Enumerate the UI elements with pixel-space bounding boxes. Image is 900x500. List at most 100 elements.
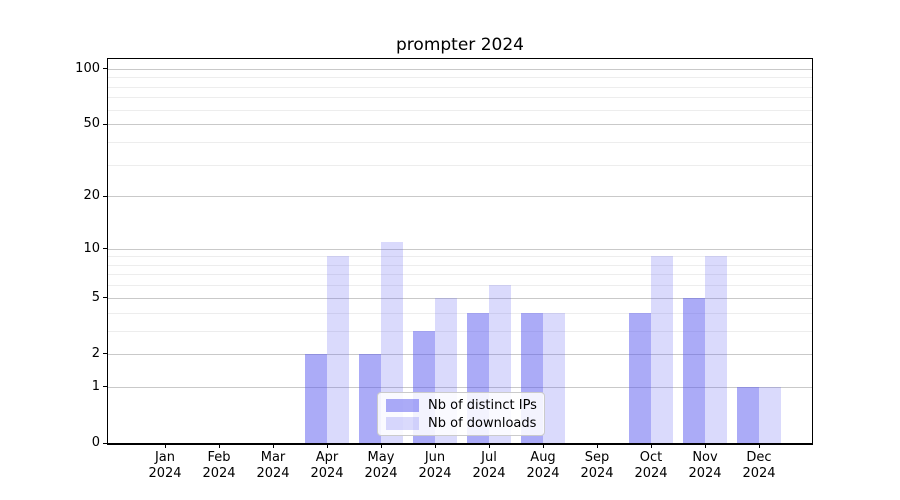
legend-label-downloads: Nb of downloads [428, 415, 537, 431]
x-tick [218, 444, 220, 448]
x-tick-month: Jun [424, 450, 446, 465]
bar-nb-of-downloads-oct [651, 256, 673, 443]
x-tick-label: Aug 2024 [511, 450, 575, 482]
x-tick-year: 2024 [688, 466, 722, 481]
x-tick-month: Apr [315, 450, 339, 465]
y-tick-label: 0 [91, 435, 100, 450]
y-tick-label: 1 [91, 378, 100, 394]
x-tick [164, 444, 166, 448]
legend-item-downloads: Nb of downloads [386, 416, 544, 431]
gridline-minor [108, 141, 812, 143]
gridline-minor [108, 109, 812, 111]
x-tick-month: Feb [207, 450, 231, 465]
x-tick [488, 444, 490, 448]
y-tick-label: 2 [91, 345, 100, 361]
bar-nb-of-downloads-dec [759, 386, 781, 443]
x-tick-label: Jun 2024 [403, 450, 467, 482]
gridline-minor [108, 256, 812, 258]
gridline-minor [108, 86, 812, 88]
x-tick-label: Jul 2024 [457, 450, 521, 482]
x-tick [650, 444, 652, 448]
bar-nb-of-distinct-ips-dec [737, 386, 759, 443]
y-tick [103, 353, 107, 355]
y-tick [103, 442, 107, 444]
bar-nb-of-distinct-ips-oct [629, 312, 651, 443]
y-tick-label: 100 [75, 60, 100, 76]
x-tick-month: Aug [530, 450, 556, 465]
gridline-major [108, 353, 812, 355]
y-tick [103, 297, 107, 299]
bar-nb-of-downloads-apr [327, 256, 349, 443]
gridline-major [108, 248, 812, 250]
x-tick-month: Jan [154, 450, 176, 465]
x-tick-label: Jan 2024 [133, 450, 197, 482]
x-tick-label: Apr 2024 [295, 450, 359, 482]
x-tick-year: 2024 [742, 466, 776, 481]
x-tick-month: May [367, 450, 395, 465]
x-tick-year: 2024 [148, 466, 182, 481]
x-tick-label: Feb 2024 [187, 450, 251, 482]
x-tick-label: Dec 2024 [727, 450, 791, 482]
bar-nb-of-distinct-ips-may [359, 353, 381, 443]
chart-title: prompter 2024 [396, 35, 524, 55]
x-tick-month: Oct [639, 450, 663, 465]
gridline-minor [108, 264, 812, 266]
x-tick-year: 2024 [364, 466, 398, 481]
x-tick-year: 2024 [256, 466, 290, 481]
x-tick-year: 2024 [202, 466, 236, 481]
legend-label-distinct-ips: Nb of distinct IPs [428, 397, 537, 413]
x-tick-year: 2024 [526, 466, 560, 481]
x-tick [272, 444, 274, 448]
x-tick-year: 2024 [580, 466, 614, 481]
x-tick-label: Sep 2024 [565, 450, 629, 482]
y-tick-label: 10 [83, 240, 100, 256]
y-tick [103, 123, 107, 125]
gridline-major [108, 196, 812, 198]
bar-nb-of-distinct-ips-nov [683, 297, 705, 443]
x-tick [326, 444, 328, 448]
x-tick-year: 2024 [634, 466, 668, 481]
x-tick-month: Jul [481, 450, 497, 465]
legend-swatch-distinct-ips [386, 398, 419, 412]
legend: Nb of distinct IPs Nb of downloads [377, 392, 545, 436]
x-tick [434, 444, 436, 448]
gridline-major [108, 386, 812, 388]
y-tick-label: 50 [83, 116, 100, 132]
x-tick-month: Dec [746, 450, 772, 465]
x-tick-label: Nov 2024 [673, 450, 737, 482]
x-tick [704, 444, 706, 448]
gridline-major [108, 124, 812, 126]
x-tick [596, 444, 598, 448]
x-tick-month: Nov [692, 450, 718, 465]
bar-nb-of-distinct-ips-apr [305, 353, 327, 443]
gridline-major [108, 297, 812, 299]
gridline-minor [108, 274, 812, 276]
legend-swatch-downloads [386, 416, 419, 430]
gridline-minor [108, 164, 812, 166]
y-tick [103, 386, 107, 388]
x-tick [758, 444, 760, 448]
y-tick [103, 248, 107, 250]
y-tick-label: 20 [83, 188, 100, 204]
x-tick [542, 444, 544, 448]
bar-nb-of-downloads-nov [705, 256, 727, 443]
x-tick-label: May 2024 [349, 450, 413, 482]
x-tick-month: Sep [584, 450, 610, 465]
gridline-minor [108, 77, 812, 79]
y-tick [103, 195, 107, 197]
gridline-minor [108, 330, 812, 332]
plot-area [107, 58, 813, 445]
x-tick-label: Oct 2024 [619, 450, 683, 482]
x-tick-year: 2024 [472, 466, 506, 481]
gridline-minor [108, 312, 812, 314]
gridline-major [108, 68, 812, 70]
gridline-minor [108, 285, 812, 287]
y-tick-label: 5 [91, 289, 100, 305]
bar-nb-of-downloads-aug [543, 312, 565, 443]
gridline-minor [108, 97, 812, 99]
x-tick-year: 2024 [310, 466, 344, 481]
y-tick [103, 68, 107, 70]
x-tick [380, 444, 382, 448]
x-tick-label: Mar 2024 [241, 450, 305, 482]
